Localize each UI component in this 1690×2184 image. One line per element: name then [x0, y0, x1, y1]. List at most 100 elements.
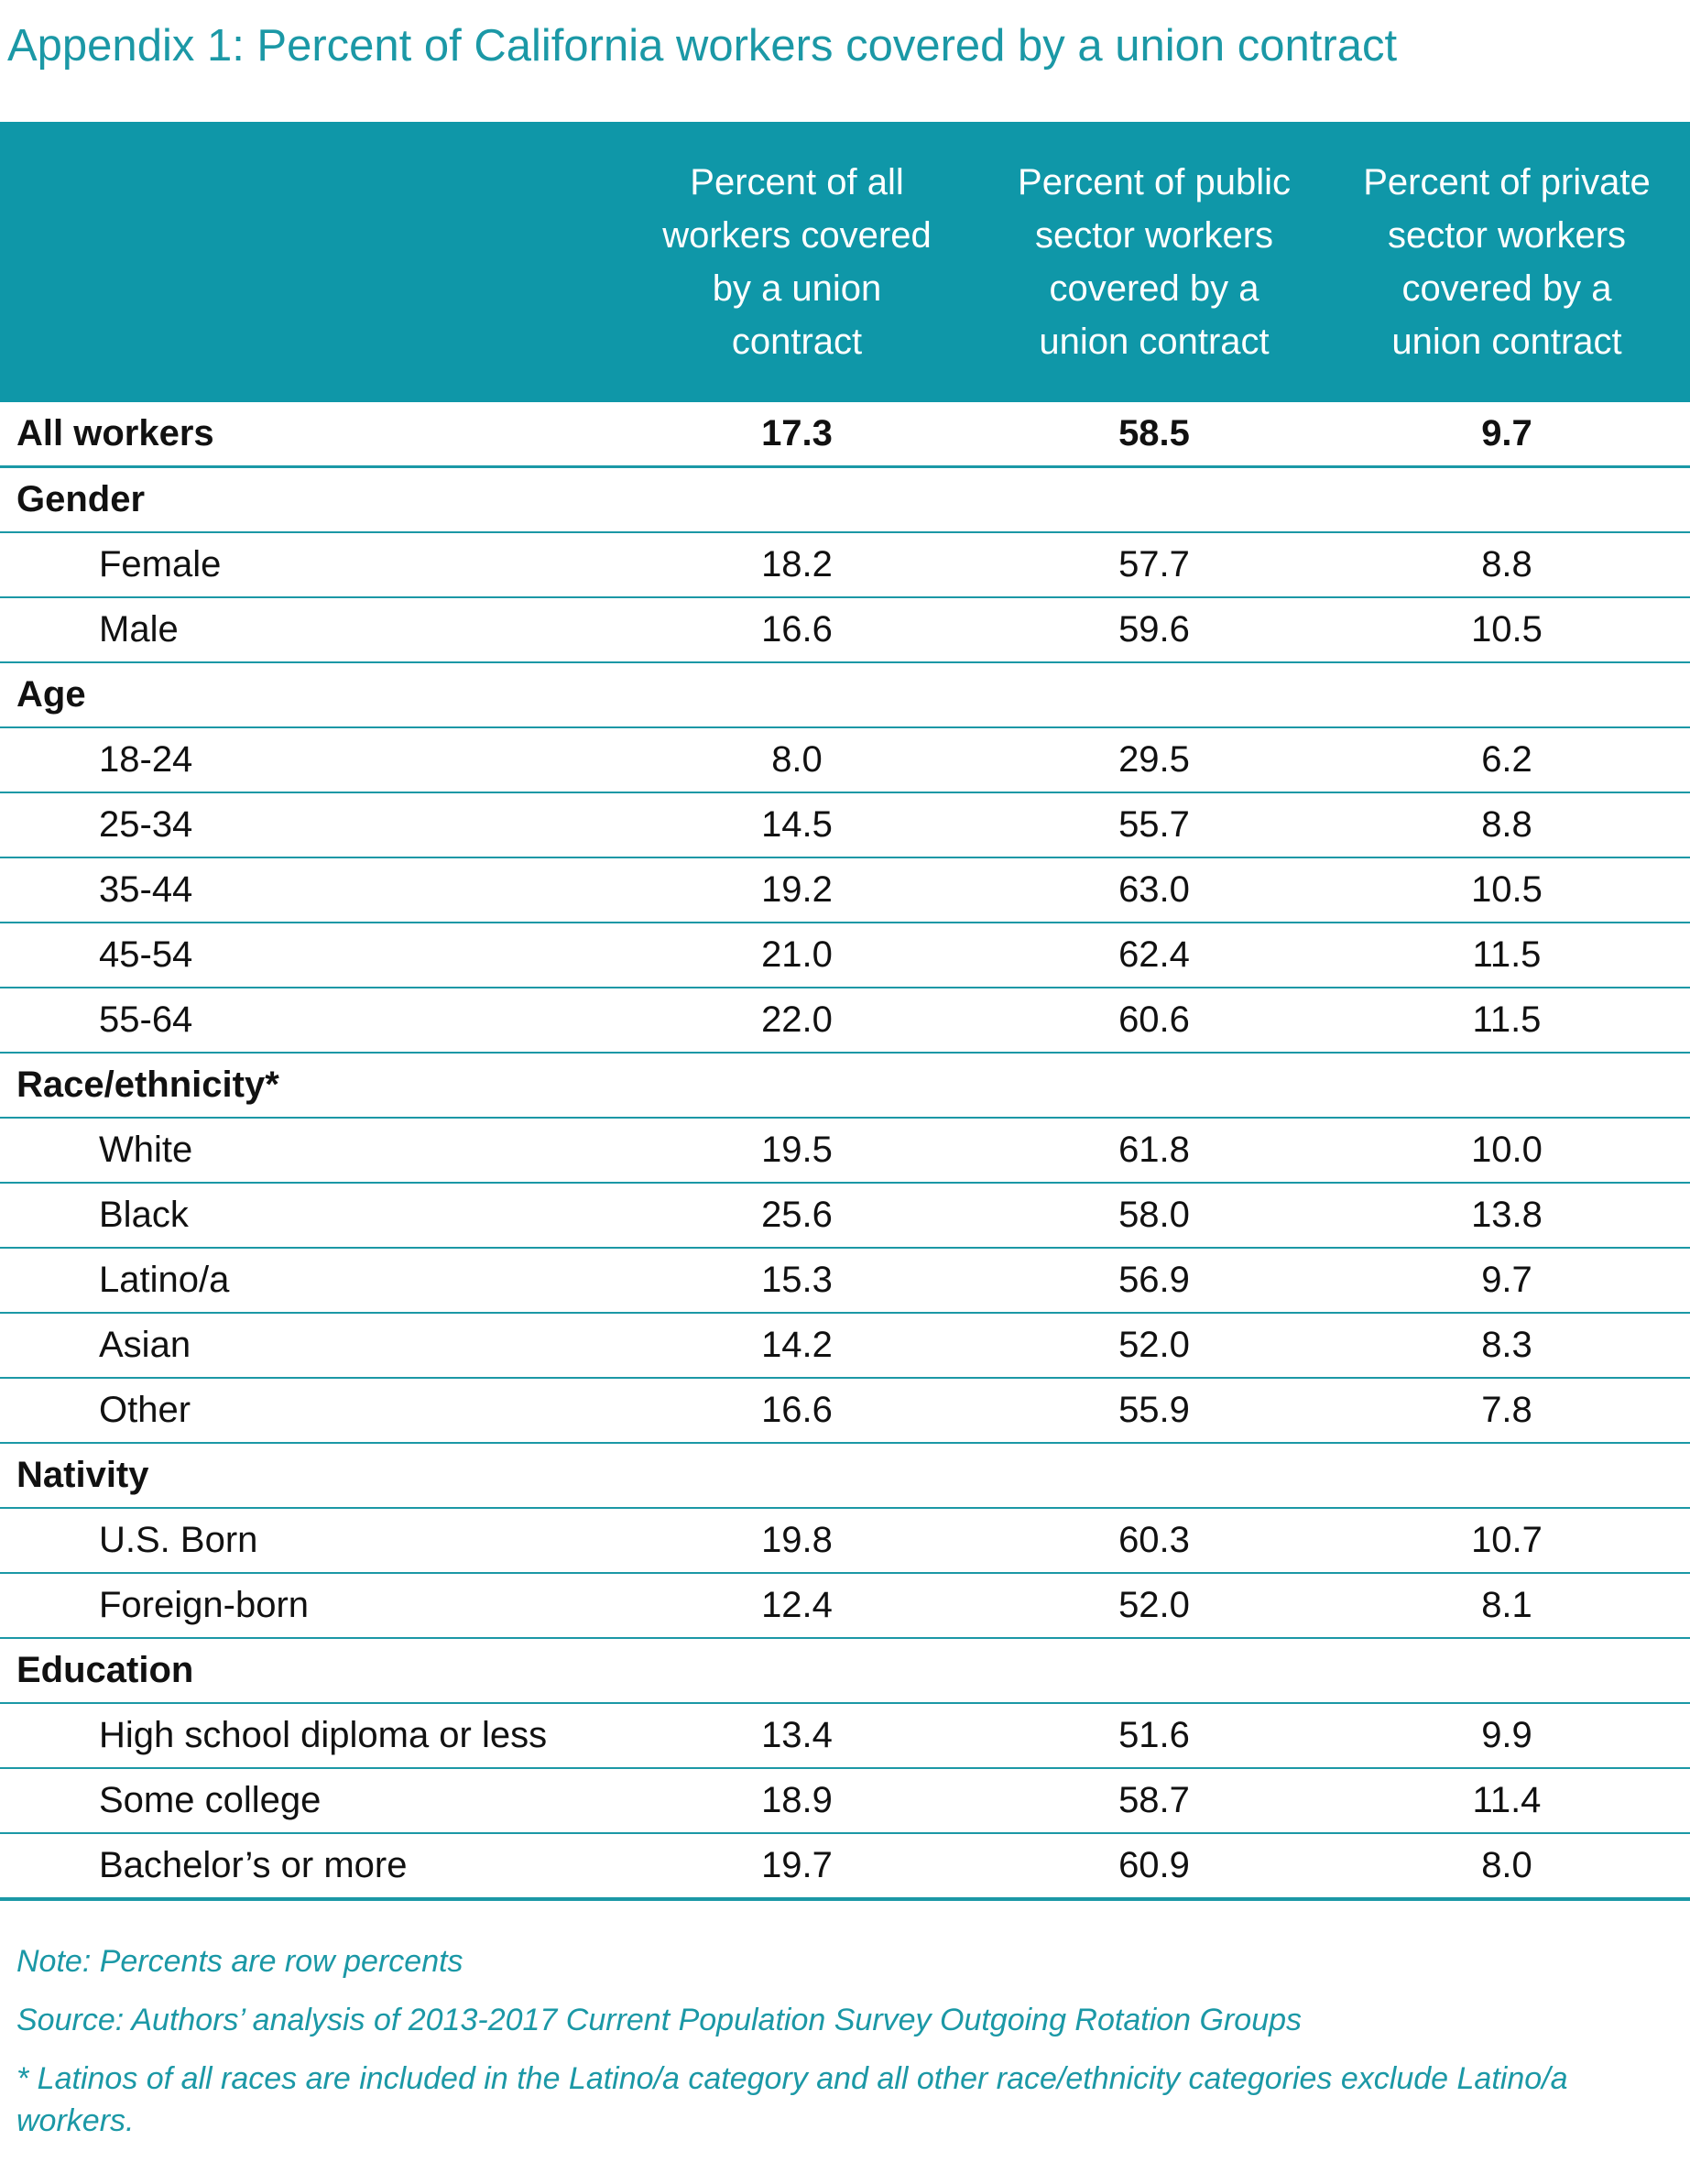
header-line: contract [731, 322, 863, 362]
private-sector-value: 11.5 [1324, 988, 1690, 1054]
public-sector-value: 29.5 [985, 727, 1324, 793]
row-label: U.S. Born [0, 1508, 609, 1574]
group-label: Education [0, 1638, 609, 1704]
group-label: Gender [0, 466, 609, 533]
private-sector-value: 13.8 [1324, 1183, 1690, 1249]
row-label: Black [0, 1183, 609, 1249]
table-row: Black 25.6 58.0 13.8 [0, 1183, 1690, 1249]
table-row: 18-24 8.0 29.5 6.2 [0, 727, 1690, 793]
private-sector-value [1324, 1443, 1690, 1509]
public-sector-value: 59.6 [985, 597, 1324, 663]
header-line: union contract [1039, 322, 1270, 362]
table-row: All workers 17.3 58.5 9.7 [0, 402, 1690, 468]
all-workers-value [609, 1443, 985, 1509]
public-sector-value [985, 1443, 1324, 1509]
public-sector-value [985, 1053, 1324, 1119]
public-sector-value: 58.7 [985, 1768, 1324, 1834]
all-workers-value: 15.3 [609, 1248, 985, 1314]
table-row: Asian 14.2 52.0 8.3 [0, 1313, 1690, 1379]
public-sector-value: 60.3 [985, 1508, 1324, 1574]
table-row: U.S. Born 19.8 60.3 10.7 [0, 1508, 1690, 1574]
public-sector-value: 51.6 [985, 1703, 1324, 1769]
all-workers-value: 25.6 [609, 1183, 985, 1249]
header-line: sector workers [1034, 215, 1274, 256]
private-sector-value [1324, 466, 1690, 533]
group-header-row: Education [0, 1638, 1690, 1704]
private-sector-value [1324, 1638, 1690, 1704]
public-sector-value: 55.7 [985, 792, 1324, 858]
all-workers-value: 19.7 [609, 1833, 985, 1901]
all-workers-value [609, 1638, 985, 1704]
header-line: covered by a [1049, 268, 1259, 309]
table-row: Other 16.6 55.9 7.8 [0, 1378, 1690, 1444]
table-row: 35-44 19.2 63.0 10.5 [0, 857, 1690, 923]
row-label: 35-44 [0, 857, 609, 923]
group-label: Age [0, 662, 609, 728]
all-workers-value [609, 1053, 985, 1119]
all-workers-value: 13.4 [609, 1703, 985, 1769]
row-label: 25-34 [0, 792, 609, 858]
private-sector-value: 8.1 [1324, 1573, 1690, 1639]
all-workers-value: 22.0 [609, 988, 985, 1054]
public-sector-value: 57.7 [985, 532, 1324, 598]
private-sector-value: 11.5 [1324, 923, 1690, 988]
row-label: Latino/a [0, 1248, 609, 1314]
all-workers-value: 21.0 [609, 923, 985, 988]
public-sector-value: 52.0 [985, 1313, 1324, 1379]
private-sector-value: 10.5 [1324, 857, 1690, 923]
header-line: by a union [712, 268, 882, 309]
row-label: White [0, 1118, 609, 1184]
public-sector-value: 62.4 [985, 923, 1324, 988]
table-row: Female 18.2 57.7 8.8 [0, 532, 1690, 598]
table-row: Male 16.6 59.6 10.5 [0, 597, 1690, 663]
table-row: Bachelor’s or more 19.7 60.9 8.0 [0, 1833, 1690, 1901]
note-row-percents: Note: Percents are row percents [16, 1944, 463, 1979]
header-public-sector: Percent of public sector workers covered… [985, 122, 1324, 402]
header-line: Percent of public [1018, 162, 1291, 202]
all-workers-value [609, 466, 985, 533]
row-label: Foreign-born [0, 1573, 609, 1639]
public-sector-value: 58.5 [985, 402, 1324, 468]
public-sector-value [985, 466, 1324, 533]
private-sector-value: 9.9 [1324, 1703, 1690, 1769]
private-sector-value [1324, 1053, 1690, 1119]
table-row: 25-34 14.5 55.7 8.8 [0, 792, 1690, 858]
private-sector-value: 7.8 [1324, 1378, 1690, 1444]
table-row: 45-54 21.0 62.4 11.5 [0, 923, 1690, 988]
union-coverage-table: Percent of all workers covered by a unio… [0, 122, 1690, 1901]
public-sector-value: 55.9 [985, 1378, 1324, 1444]
row-label: Other [0, 1378, 609, 1444]
public-sector-value: 58.0 [985, 1183, 1324, 1249]
group-label: Race/ethnicity* [0, 1053, 609, 1119]
header-line: Percent of private [1363, 162, 1651, 202]
private-sector-value: 8.0 [1324, 1833, 1690, 1901]
header-line: covered by a [1401, 268, 1612, 309]
table-row: White 19.5 61.8 10.0 [0, 1118, 1690, 1184]
header-line: Percent of all [690, 162, 904, 202]
row-label: Male [0, 597, 609, 663]
row-label: Asian [0, 1313, 609, 1379]
private-sector-value: 10.5 [1324, 597, 1690, 663]
table-row: High school diploma or less 13.4 51.6 9.9 [0, 1703, 1690, 1769]
private-sector-value: 10.0 [1324, 1118, 1690, 1184]
private-sector-value [1324, 662, 1690, 728]
header-line: union contract [1391, 322, 1622, 362]
public-sector-value: 52.0 [985, 1573, 1324, 1639]
public-sector-value: 61.8 [985, 1118, 1324, 1184]
table-header: Percent of all workers covered by a unio… [0, 122, 1690, 402]
page-title: Appendix 1: Percent of California worker… [7, 21, 1398, 71]
group-header-row: Nativity [0, 1443, 1690, 1509]
note-latino-footnote: * Latinos of all races are included in t… [16, 2061, 1568, 2138]
row-label: Some college [0, 1768, 609, 1834]
all-workers-value: 18.2 [609, 532, 985, 598]
header-line: workers covered [662, 215, 932, 256]
table-row: Foreign-born 12.4 52.0 8.1 [0, 1573, 1690, 1639]
all-workers-value: 14.5 [609, 792, 985, 858]
group-header-row: Age [0, 662, 1690, 728]
header-line: sector workers [1387, 215, 1627, 256]
table-notes: Note: Percents are row percents Source: … [16, 1940, 1665, 2158]
private-sector-value: 8.8 [1324, 792, 1690, 858]
public-sector-value: 60.6 [985, 988, 1324, 1054]
all-workers-value: 19.5 [609, 1118, 985, 1184]
private-sector-value: 8.8 [1324, 532, 1690, 598]
